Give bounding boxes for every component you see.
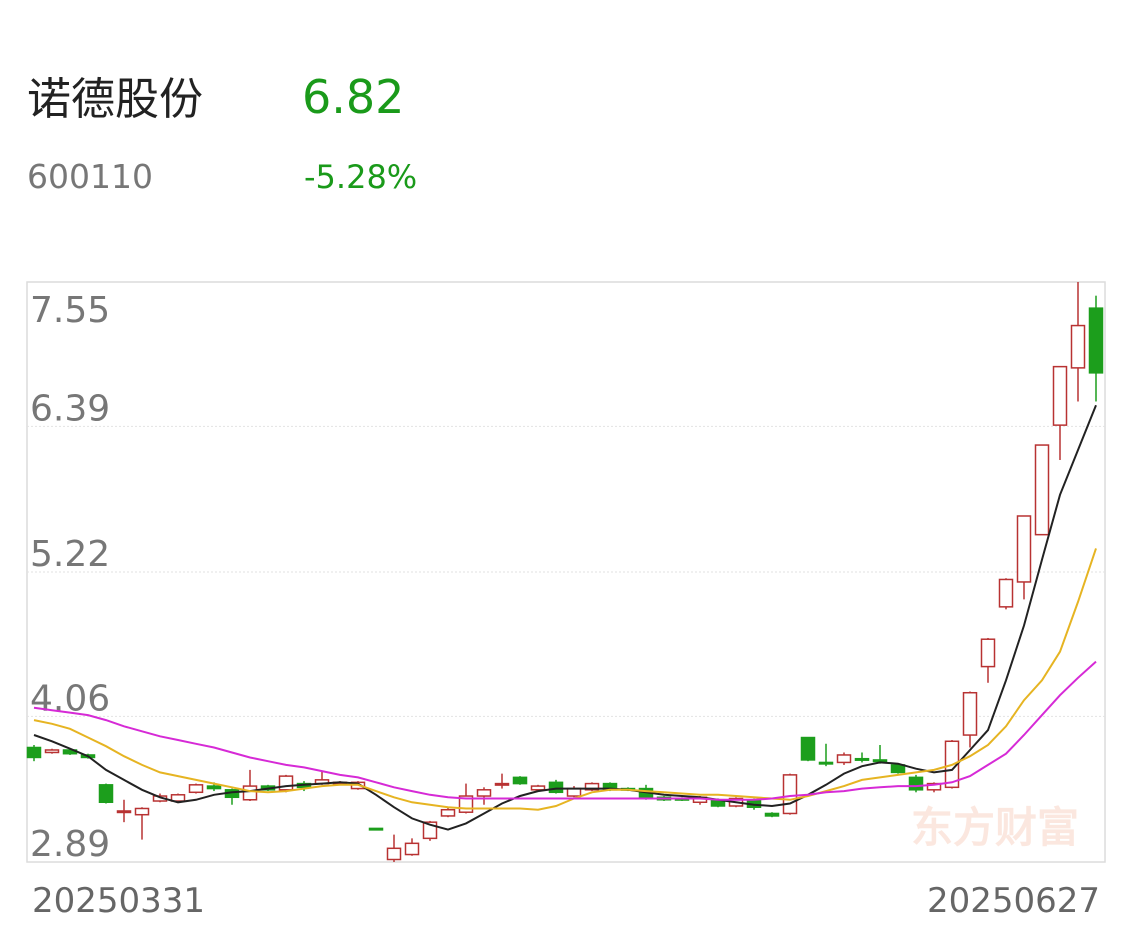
candle-body [98, 784, 114, 804]
candle-body [26, 746, 42, 759]
candle-body [188, 784, 204, 794]
stock-code: 600110 [27, 157, 153, 196]
candle-body [584, 782, 600, 791]
candle-body [206, 785, 222, 790]
candle-body [782, 774, 798, 815]
x-tick-label: 20250331 [32, 881, 205, 921]
candle-body [908, 776, 924, 791]
moving-average-line [33, 404, 1097, 831]
y-tick-label: 7.55 [30, 290, 110, 331]
candle-body [962, 691, 978, 736]
candle-body [494, 782, 510, 786]
candle-body [566, 787, 582, 797]
x-tick-label: 20250627 [927, 881, 1100, 921]
candle-body [872, 759, 888, 763]
moving-average-line [33, 660, 1097, 801]
candle-body [548, 781, 564, 794]
candle-body [980, 638, 996, 668]
candle-body [476, 789, 492, 797]
candle-body [926, 782, 942, 791]
candle-body [1052, 365, 1068, 426]
candle-body [440, 808, 456, 817]
candle-body [530, 785, 546, 791]
candle-body [764, 812, 780, 817]
moving-average-line [33, 548, 1097, 811]
candle-body [1034, 444, 1050, 536]
candle-body [836, 754, 852, 764]
candle-body [1070, 324, 1086, 369]
candle-body [512, 776, 528, 785]
candle-body [1088, 307, 1104, 374]
candle-body [818, 761, 834, 765]
candle-body [116, 810, 132, 814]
candle-body [890, 764, 906, 774]
candle-body [1016, 515, 1032, 583]
candle-body [404, 842, 420, 856]
candle-body [386, 847, 402, 861]
y-tick-label: 5.22 [30, 534, 110, 575]
candle-body [368, 827, 384, 831]
y-tick-label: 6.39 [30, 388, 110, 429]
candle-body [278, 775, 294, 791]
candle-body [44, 749, 60, 754]
candle-body [242, 785, 258, 801]
stock-name: 诺德股份 [27, 74, 203, 125]
candle-body [854, 757, 870, 761]
stock-price: 6.82 [302, 70, 404, 124]
y-tick-label: 2.89 [30, 824, 110, 865]
candle-body [800, 736, 816, 761]
watermark: 东方财富 [911, 803, 1079, 852]
candle-body [998, 578, 1014, 608]
stock-change: -5.28% [304, 158, 417, 196]
candle-body [134, 807, 150, 816]
candle-body [170, 794, 186, 802]
